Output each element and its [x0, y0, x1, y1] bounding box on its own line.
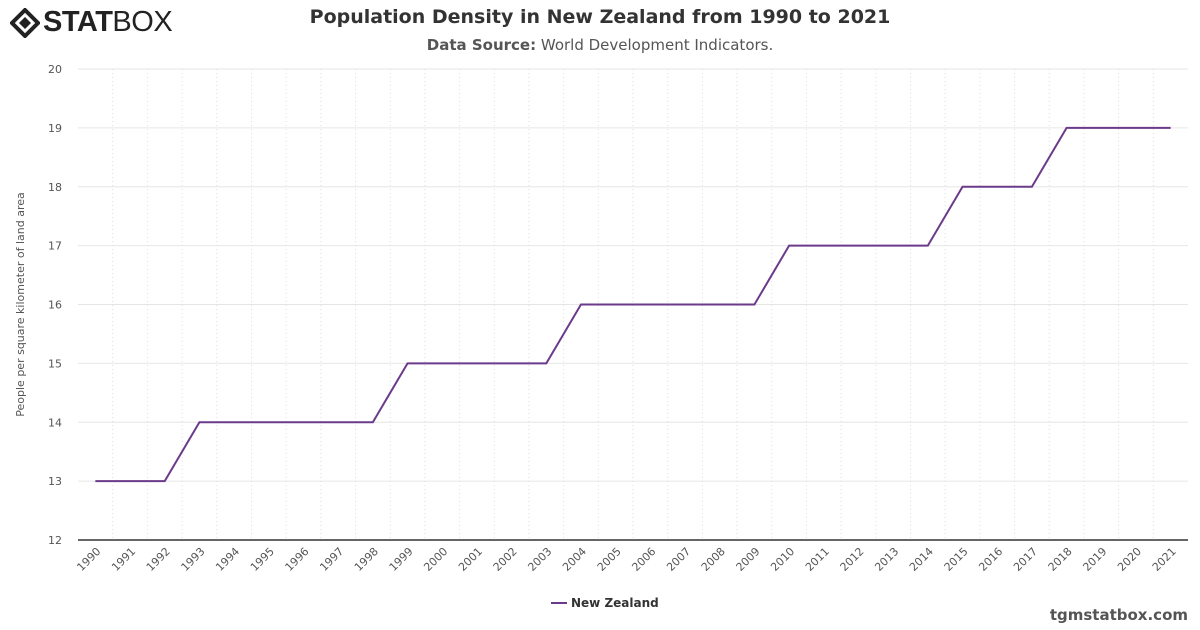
y-tick-label: 16: [48, 299, 62, 312]
x-tick-label: 2010: [768, 545, 797, 574]
statbox-logo: STAT BOX: [10, 6, 173, 39]
x-tick-label: 2004: [560, 545, 589, 574]
x-tick-label: 2018: [1046, 545, 1075, 574]
x-tick-label: 1999: [387, 545, 416, 574]
series-line-new-zealand: [95, 126, 1171, 483]
y-tick-label: 12: [48, 534, 62, 547]
x-tick-label: 2021: [1150, 545, 1179, 574]
source-value: World Development Indicators.: [540, 36, 774, 54]
y-tick-label: 18: [48, 181, 62, 194]
x-tick-label: 2013: [872, 545, 901, 574]
x-tick-label: 1998: [352, 545, 381, 574]
x-tick-label: 2009: [734, 545, 763, 574]
x-tick-label: 2007: [664, 545, 693, 574]
x-tick-label: 1992: [144, 545, 173, 574]
y-tick-label: 19: [48, 122, 62, 135]
x-tick-label: 1995: [248, 545, 277, 574]
chart-subtitle: Data Source: World Development Indicator…: [0, 36, 1200, 54]
x-tick-label: 2008: [699, 545, 728, 574]
x-tick-label: 2019: [1080, 545, 1109, 574]
y-tick-label: 15: [48, 357, 62, 370]
x-tick-label: 1993: [179, 545, 208, 574]
x-tick-label: 1996: [283, 545, 312, 574]
site-credit: tgmstatbox.com: [1049, 606, 1188, 624]
x-tick-label: 2006: [629, 545, 658, 574]
x-tick-label: 2003: [525, 545, 554, 574]
y-tick-label: 20: [48, 63, 62, 76]
x-tick-label: 2017: [1011, 545, 1040, 574]
x-tick-label: 2005: [595, 545, 624, 574]
x-tick-label: 1991: [109, 545, 138, 574]
x-tick-label: 2012: [838, 545, 867, 574]
x-tick-label: 1994: [213, 545, 242, 574]
x-tick-label: 2000: [421, 545, 450, 574]
x-tick-label: 2015: [942, 545, 971, 574]
logo-diamond-icon: [10, 7, 40, 38]
x-tick-label: 2014: [907, 545, 936, 574]
x-tick-label: 2016: [976, 545, 1005, 574]
x-tick-label: 1997: [317, 545, 346, 574]
chart-title: Population Density in New Zealand from 1…: [309, 6, 891, 28]
legend-label: New Zealand: [571, 596, 659, 610]
logo-text-light: BOX: [112, 6, 173, 38]
x-tick-label: 2020: [1115, 545, 1144, 574]
x-tick-label: 2001: [456, 545, 485, 574]
y-tick-label: 14: [48, 416, 62, 429]
x-tick-label: 2002: [491, 545, 520, 574]
x-tick-label: 2011: [803, 545, 832, 574]
x-tick-label: 1990: [74, 545, 103, 574]
y-tick-label: 13: [48, 475, 62, 488]
logo-text-bold: STAT: [43, 6, 113, 38]
y-tick-label: 17: [48, 240, 62, 253]
source-label: Data Source:: [426, 36, 537, 54]
y-axis-label: People per square kilometer of land area: [14, 192, 27, 416]
